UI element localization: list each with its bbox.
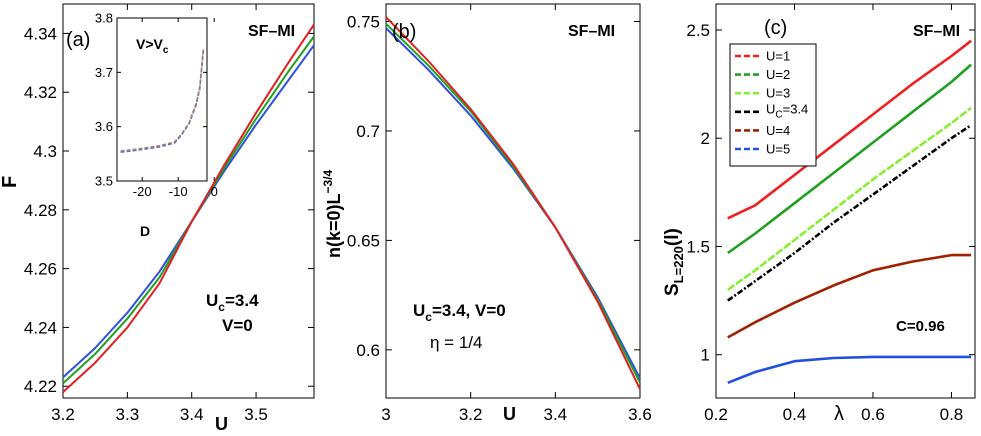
y-tick-label: 3.7 — [95, 65, 113, 80]
panel-c-xlabel: λ — [834, 403, 844, 425]
y-tick-label: 3.6 — [95, 119, 113, 134]
inset-xlabel: D — [140, 223, 150, 239]
panel-c-ylabel: SL=220(l) — [662, 228, 686, 296]
panel-a-annotation-line1: Uc=3.4 — [206, 291, 259, 314]
x-tick-label: 3.4 — [180, 405, 204, 424]
y-tick-label: 2.5 — [686, 21, 710, 40]
y-tick-label: 0.7 — [356, 122, 380, 141]
panel-a-frame — [62, 3, 315, 399]
legend-label: U=5 — [766, 142, 790, 157]
panel-c-label: (c) — [764, 17, 787, 39]
panel-b-annotation-line2: η = 1/4 — [430, 333, 482, 352]
y-tick-label: 1 — [701, 346, 710, 365]
series-line-green — [385, 22, 641, 384]
legend-frame — [729, 43, 817, 167]
panel-a-label: (a) — [66, 29, 90, 51]
y-tick-label: 0.75 — [347, 12, 380, 31]
inset-title: V>Vc — [136, 36, 169, 56]
y-tick-label: 3.5 — [95, 174, 113, 189]
x-tick-label: 0.4 — [783, 405, 807, 424]
legend-label: U=2 — [766, 67, 790, 82]
legend-label: U=3 — [766, 86, 790, 101]
panel-a-tag: SF–MI — [248, 23, 295, 40]
x-tick-label: 0.8 — [940, 405, 964, 424]
y-tick-label: 4.28 — [24, 201, 57, 220]
series-line-u-c-3-4 — [727, 124, 972, 302]
panel-c-annotation: C=0.96 — [896, 318, 945, 335]
y-tick-label: 1.5 — [686, 237, 710, 256]
panel-b-tag: SF–MI — [568, 23, 615, 40]
y-tick-label: 4.22 — [24, 377, 57, 396]
x-tick-label: 3.2 — [51, 405, 75, 424]
series-line-u-3 — [727, 106, 972, 291]
series-line-gray-dashed — [120, 47, 205, 152]
panel-b-xlabel: U — [503, 404, 516, 424]
series-line-red — [62, 24, 315, 393]
x-tick-label: 0.6 — [861, 405, 885, 424]
y-tick-label: 0.6 — [356, 341, 380, 360]
inset-frame — [116, 17, 208, 182]
panel-c-frame — [715, 3, 976, 399]
y-tick-label: 3.8 — [95, 11, 113, 26]
series-line-red — [385, 16, 641, 390]
x-tick-label: 3.3 — [116, 405, 140, 424]
panel-c: 0.2 0.4 0.6 0.8 1 1.5 2 2.5 (c) SF–MI SL=220(l)… — [662, 3, 976, 425]
panel-b: 3 3.2 3.4 3.6 0.6 0.65 0.7 0.75 (b) SF–MI n(k=0… — [321, 3, 652, 424]
panel-c-legend: U=1 U=2 U=3UC=3.4 U=4 U=5 — [729, 43, 817, 167]
legend-label: U=4 — [766, 123, 790, 138]
y-tick-label: 4.34 — [24, 24, 57, 43]
x-tick-label: 0.2 — [704, 405, 728, 424]
panel-a-xlabel: U — [215, 414, 228, 434]
inset: -20 -10 0 3.5 3.6 3.7 3.8 V>Vc D — [95, 11, 218, 239]
y-tick-label: 4.3 — [33, 142, 57, 161]
legend-label: UC=3.4 — [766, 101, 808, 120]
y-tick-label: 0.65 — [347, 231, 380, 250]
y-tick-label: 2 — [701, 129, 710, 148]
series-line-u-4 — [727, 253, 972, 339]
panel-b-annotation-line1: Uc=3.4, V=0 — [413, 301, 506, 324]
panel-b-label: (b) — [392, 21, 416, 43]
y-tick-label: 4.26 — [24, 260, 57, 279]
series-line-u-1 — [727, 39, 972, 220]
y-tick-label: 4.24 — [24, 318, 57, 337]
legend-label: U=1 — [766, 49, 790, 64]
x-tick-label: 3.5 — [244, 405, 268, 424]
x-tick-label: 3.4 — [544, 405, 568, 424]
x-tick-label: 3 — [381, 405, 390, 424]
panel-b-frame — [385, 3, 641, 399]
x-tick-label: -10 — [169, 184, 188, 199]
x-tick-label: 3.2 — [459, 405, 483, 424]
panel-a-annotation-line2: V=0 — [222, 316, 253, 335]
x-tick-label: -20 — [133, 184, 152, 199]
panel-c-tag: SF–MI — [913, 23, 960, 40]
series-line-u-2 — [727, 63, 972, 255]
series-line-u-5 — [727, 355, 972, 385]
series-line-blue — [385, 27, 641, 379]
panel-b-ylabel: n(k=0)L−3/4 — [321, 169, 344, 258]
x-tick-label: 3.6 — [628, 405, 652, 424]
x-tick-label: 0 — [211, 184, 218, 199]
panel-a: 3.2 3.3 3.4 3.54.224.244.264.284.34.324.34 … — [0, 3, 315, 434]
panel-a-ylabel: F — [0, 176, 21, 188]
y-tick-label: 4.32 — [24, 83, 57, 102]
